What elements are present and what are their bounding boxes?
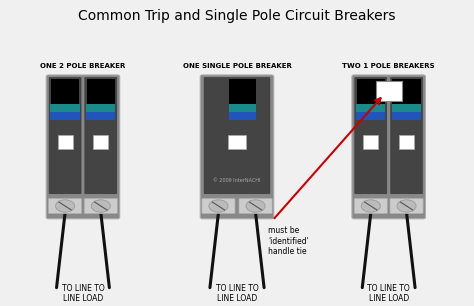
Bar <box>392 104 421 112</box>
Bar <box>50 112 80 120</box>
Circle shape <box>55 200 74 212</box>
FancyBboxPatch shape <box>390 198 423 214</box>
Circle shape <box>91 200 110 212</box>
FancyBboxPatch shape <box>355 77 387 194</box>
Bar <box>87 79 115 104</box>
FancyBboxPatch shape <box>85 77 117 194</box>
FancyBboxPatch shape <box>239 198 272 214</box>
FancyBboxPatch shape <box>204 77 270 194</box>
Bar <box>229 112 256 120</box>
FancyBboxPatch shape <box>48 198 82 214</box>
Bar <box>356 104 385 112</box>
Text: ONE 2 POLE BREAKER: ONE 2 POLE BREAKER <box>40 63 126 69</box>
Text: Common Trip and Single Pole Circuit Breakers: Common Trip and Single Pole Circuit Brea… <box>78 9 396 23</box>
Bar <box>229 79 256 104</box>
Text: TO LINE TO
LINE LOAD: TO LINE TO LINE LOAD <box>367 284 410 303</box>
Text: ONE SINGLE POLE BREAKER: ONE SINGLE POLE BREAKER <box>182 63 292 69</box>
Bar <box>86 104 115 112</box>
Circle shape <box>209 200 228 212</box>
FancyBboxPatch shape <box>49 77 81 194</box>
Bar <box>364 135 378 149</box>
Circle shape <box>246 200 265 212</box>
Text: TO LINE TO
LINE LOAD: TO LINE TO LINE LOAD <box>216 284 258 303</box>
Bar <box>93 135 108 149</box>
Bar <box>399 135 414 149</box>
Bar <box>356 79 385 104</box>
Bar <box>229 104 256 112</box>
Text: must be
'identified'
handle tie: must be 'identified' handle tie <box>268 226 309 256</box>
Bar <box>86 112 115 120</box>
FancyBboxPatch shape <box>200 75 274 219</box>
Bar <box>228 135 246 149</box>
Circle shape <box>397 200 416 212</box>
FancyBboxPatch shape <box>352 75 425 219</box>
FancyBboxPatch shape <box>46 75 119 219</box>
Bar <box>50 104 80 112</box>
FancyBboxPatch shape <box>84 198 118 214</box>
Bar <box>376 81 401 102</box>
Bar <box>392 79 421 104</box>
FancyBboxPatch shape <box>391 77 422 194</box>
Bar <box>51 79 79 104</box>
Bar <box>58 135 73 149</box>
Circle shape <box>361 200 380 212</box>
Bar <box>356 112 385 120</box>
FancyBboxPatch shape <box>202 198 235 214</box>
Text: © 2009 InterNACHI: © 2009 InterNACHI <box>213 178 261 183</box>
Bar <box>392 112 421 120</box>
Text: TO LINE TO
LINE LOAD: TO LINE TO LINE LOAD <box>62 284 104 303</box>
FancyBboxPatch shape <box>354 198 387 214</box>
Text: TWO 1 POLE BREAKERS: TWO 1 POLE BREAKERS <box>342 63 435 69</box>
